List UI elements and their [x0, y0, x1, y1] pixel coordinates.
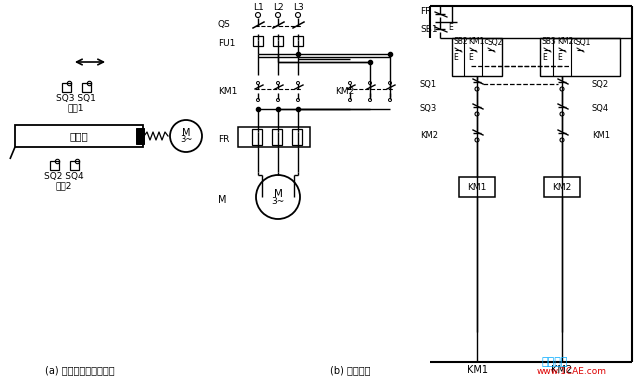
Bar: [252, 129, 262, 145]
Text: E: E: [468, 52, 473, 62]
Text: SQ1: SQ1: [575, 37, 590, 47]
Text: E: E: [542, 52, 547, 62]
Text: KM1: KM1: [467, 365, 488, 375]
Text: KM2c: KM2c: [557, 37, 577, 47]
Bar: [459, 177, 495, 197]
Bar: [49, 160, 58, 170]
Text: SQ2: SQ2: [592, 79, 609, 89]
Bar: [70, 160, 79, 170]
Text: FR: FR: [420, 6, 431, 16]
Text: SQ1: SQ1: [420, 79, 437, 89]
Bar: [15, 125, 143, 147]
Text: 位置2: 位置2: [56, 181, 72, 191]
Text: E: E: [448, 23, 452, 31]
Text: KM2: KM2: [552, 365, 573, 375]
Text: SQ3 SQ1: SQ3 SQ1: [56, 94, 96, 104]
Text: 3~: 3~: [271, 196, 285, 206]
Text: FU1: FU1: [218, 39, 236, 49]
Text: E: E: [557, 52, 562, 62]
Text: 位置1: 位置1: [68, 104, 84, 113]
Bar: [293, 36, 303, 46]
Text: SQ2 SQ4: SQ2 SQ4: [44, 173, 84, 181]
Text: 工作台: 工作台: [70, 131, 88, 141]
Text: SB3: SB3: [542, 37, 557, 47]
Bar: [273, 36, 283, 46]
Text: QS: QS: [218, 21, 231, 29]
Text: SB1: SB1: [420, 24, 438, 34]
Text: M: M: [273, 189, 282, 199]
Text: 3~: 3~: [180, 136, 192, 144]
Text: M: M: [182, 128, 190, 138]
Text: KM1: KM1: [467, 183, 486, 191]
Text: L3: L3: [292, 3, 303, 13]
Text: L2: L2: [273, 3, 284, 13]
Text: M: M: [218, 195, 227, 205]
Text: KM1c: KM1c: [468, 37, 488, 47]
Bar: [452, 38, 502, 76]
Bar: [253, 36, 263, 46]
Text: FR: FR: [218, 134, 229, 144]
Text: SB2: SB2: [453, 37, 468, 47]
Bar: [272, 129, 282, 145]
Text: KM1: KM1: [218, 87, 237, 97]
Bar: [292, 129, 302, 145]
Bar: [61, 83, 70, 92]
Bar: [81, 83, 90, 92]
Bar: [238, 127, 310, 147]
Text: E: E: [453, 52, 458, 62]
Text: www.1CAE.com: www.1CAE.com: [537, 367, 607, 377]
Text: KM2: KM2: [552, 183, 572, 191]
Bar: [136, 128, 144, 144]
Text: L1: L1: [253, 3, 264, 13]
Text: KM2: KM2: [335, 87, 355, 97]
Text: KM2: KM2: [420, 131, 438, 139]
Text: SQ2: SQ2: [487, 37, 502, 47]
Text: (b) 控制线路: (b) 控制线路: [330, 365, 371, 375]
Text: SQ4: SQ4: [592, 105, 609, 113]
Bar: [544, 177, 580, 197]
Text: 仿真在线: 仿真在线: [541, 357, 568, 367]
Text: KM1: KM1: [592, 131, 610, 139]
Text: SQ3: SQ3: [420, 105, 437, 113]
Text: (a) 工作自动循环示意图: (a) 工作自动循环示意图: [45, 365, 115, 375]
Bar: [540, 38, 620, 76]
